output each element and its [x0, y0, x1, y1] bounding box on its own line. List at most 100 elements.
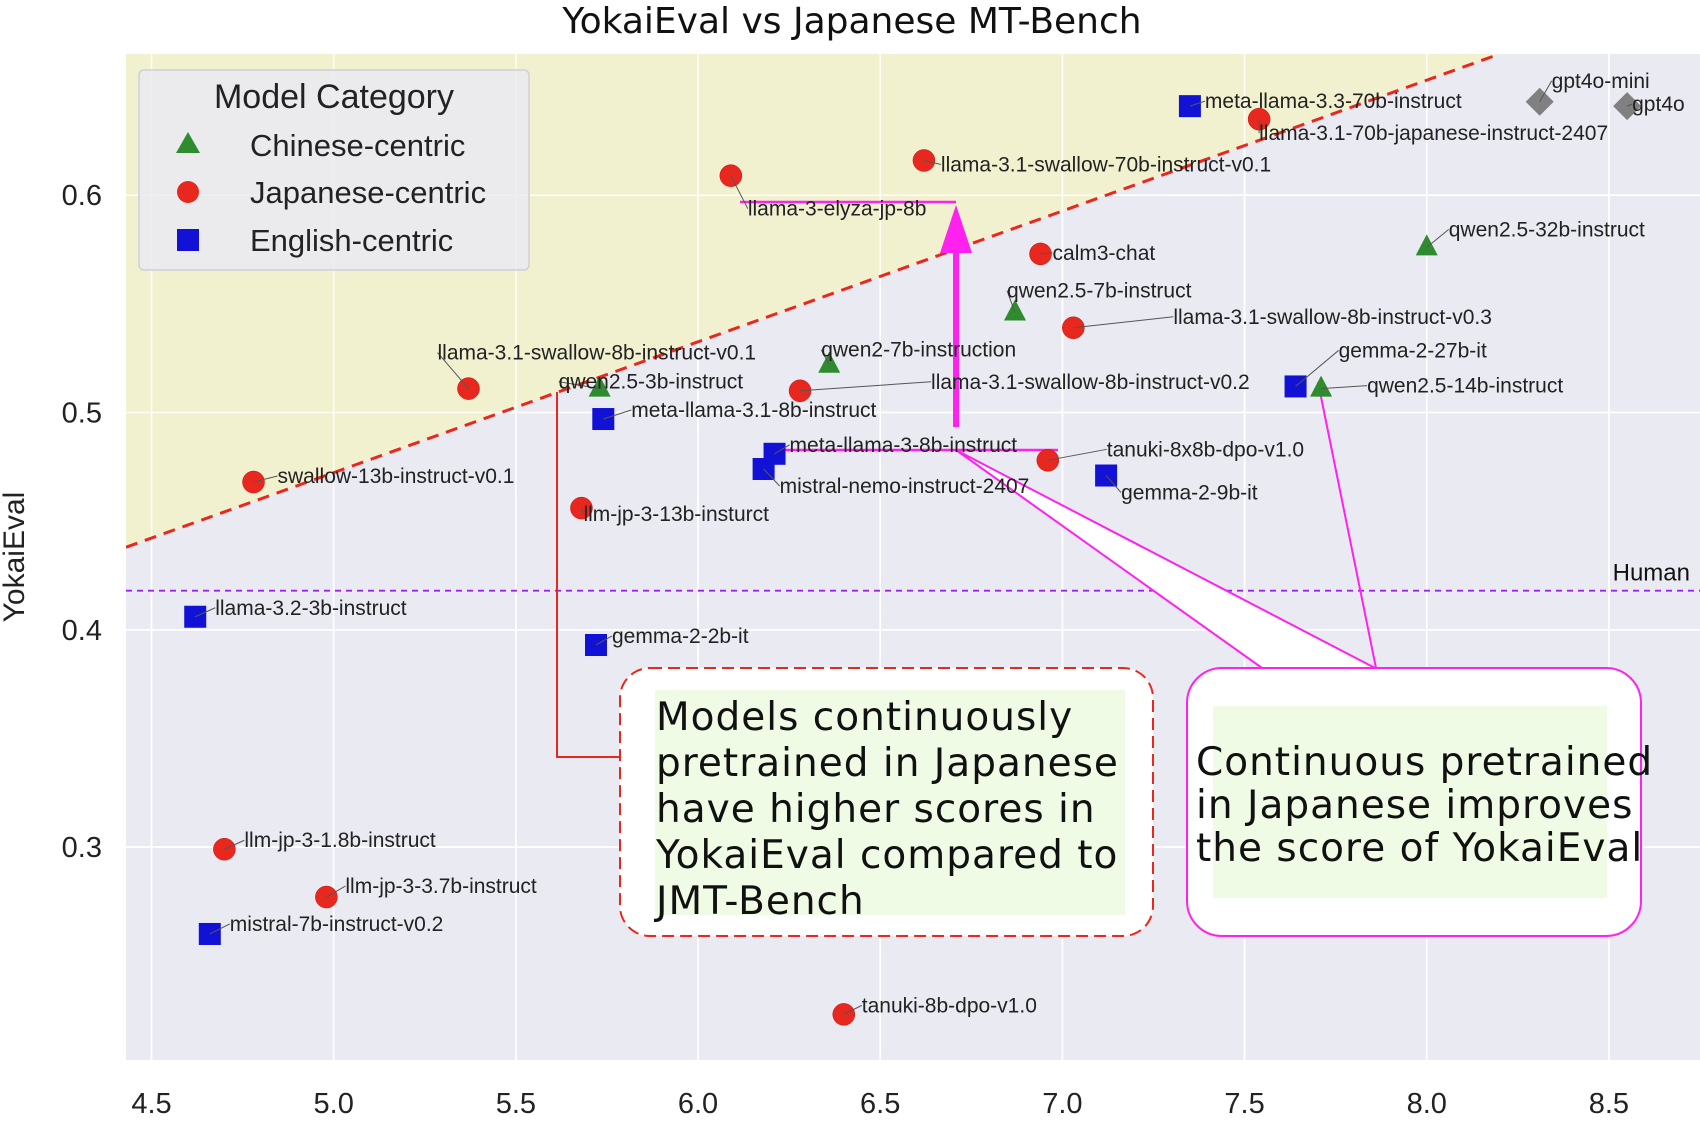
point-label-s0-p4: qwen2.5-14b-instruct [1367, 375, 1563, 398]
point-label-s3-p1: gpt4o [1632, 93, 1685, 116]
point-leader-s2-p4 [763, 468, 780, 487]
callout-red-line-4: YokaiEval compared to [655, 833, 1118, 878]
callout-pink: Continuous pretrained in Japanese improv… [1186, 667, 1653, 937]
human-line-label: Human [1613, 560, 1690, 587]
point-leader-s1-p9 [580, 507, 584, 515]
point-label-s0-p1: qwen2.5-7b-instruct [1007, 280, 1192, 303]
data-points: qwen2.5-32b-instruct qwen2.5-7b-instruct q… [184, 70, 1685, 1026]
point-leader-s1-p10 [224, 839, 245, 850]
point-label-s3-p0: gpt4o-mini [1552, 70, 1650, 93]
point-leader-s2-p7 [595, 635, 613, 646]
point-label-s2-p2: meta-llama-3.1-8b-instruct [631, 399, 876, 422]
point-leader-s2-p3 [774, 444, 790, 455]
point-leader-s0-p3 [558, 381, 600, 390]
point-label-s1-p10: llm-jp-3-1.8b-instruct [244, 829, 436, 852]
point-leader-s0-p2 [820, 349, 830, 365]
point-label-s2-p5: gemma-2-9b-it [1121, 482, 1258, 505]
y-axis-label: YokaiEval [0, 492, 31, 623]
legend-box [138, 69, 530, 271]
y-tick-label-3: 0.6 [62, 180, 102, 212]
point-label-s0-p0: qwen2.5-32b-instruct [1449, 218, 1645, 241]
point-leader-s1-p12 [843, 1004, 862, 1015]
legend-circle-icon [177, 181, 199, 203]
point-leader-s0-p4 [1321, 385, 1368, 390]
x-tick-label-6: 7.5 [1224, 1088, 1264, 1120]
point-label-s1-p2: llama-3-elyza-jp-8b [748, 198, 927, 221]
point-leader-s2-p5 [1105, 475, 1122, 493]
point-leader-s0-p0 [1426, 228, 1450, 248]
point-label-s1-p9: llm-jp-3-13b-insturct [583, 503, 769, 526]
callout-red-line-3: have higher scores in [656, 787, 1096, 832]
y-tick-label-1: 0.4 [62, 615, 102, 647]
legend-entry-japanese: Japanese-centric [250, 175, 486, 210]
point-label-s2-p4: mistral-nemo-instruct-2407 [780, 475, 1030, 498]
point-marker-s1-p8 [242, 470, 265, 494]
point-marker-s0-p3 [588, 375, 611, 397]
callout-red-highlight [655, 690, 1125, 915]
callout-red-line-5: JMT-Bench [653, 879, 865, 924]
point-leader-s1-p5 [437, 352, 469, 389]
point-label-s1-p5: llama-3.1-swallow-8b-instruct-v0.1 [437, 342, 756, 365]
point-label-s1-p11: llm-jp-3-3.7b-instruct [345, 875, 537, 898]
x-tick-label-8: 8.5 [1589, 1088, 1629, 1120]
callout-red-line-2: pretrained in Japanese [656, 741, 1119, 786]
point-marker-s0-p2 [818, 351, 841, 373]
point-leader-s1-p2 [730, 175, 749, 209]
point-label-s2-p8: mistral-7b-instruct-v0.2 [230, 913, 444, 936]
legend-triangle-icon [176, 132, 200, 153]
point-marker-s0-p4 [1310, 375, 1333, 397]
trend-line [126, 54, 1501, 549]
y-tick-label-0: 0.3 [62, 832, 102, 864]
point-label-s0-p2: qwen2-7b-instruction [821, 339, 1016, 362]
legend-entry-english: English-centric [250, 223, 453, 258]
point-marker-s0-p0 [1415, 234, 1438, 256]
point-leader-s2-p8 [209, 923, 231, 935]
point-leader-s1-p3 [1040, 252, 1053, 255]
pink-callout-pointer-2 [1317, 381, 1377, 669]
chart-title: YokaiEval vs Japanese MT-Bench [561, 1, 1141, 42]
point-leader-s2-p2 [603, 409, 632, 420]
point-label-s2-p7: gemma-2-2b-it [612, 625, 749, 648]
axis-ticks: 4.5 5.0 5.5 6.0 6.5 7.0 7.5 8.0 8.5 0.3 0.4 0.5 0.6 [62, 180, 1629, 1120]
point-leader-s1-p11 [326, 885, 346, 898]
point-label-s0-p3: qwen2.5-3b-instruct [559, 371, 744, 394]
point-label-s1-p4: llama-3.1-swallow-8b-instruct-v0.3 [1173, 306, 1492, 329]
x-tick-label-3: 6.0 [678, 1088, 718, 1120]
legend-square-icon [177, 229, 199, 251]
legend: Model Category Chinese-centric Japanese-… [138, 69, 530, 271]
point-leader-s1-p7 [1047, 448, 1107, 461]
callout-red: Models continuously pretrained in Japane… [619, 667, 1154, 937]
callout-pink-line-3: the score of YokaiEval [1196, 826, 1643, 871]
point-leader-s3-p0 [1539, 80, 1553, 103]
callout-pink-pointer-cover [1264, 669, 1374, 672]
point-leader-s2-p1 [1295, 350, 1339, 387]
x-tick-label-7: 8.0 [1407, 1088, 1447, 1120]
point-label-s2-p6: llama-3.2-3b-instruct [215, 597, 407, 620]
point-label-s1-p8: swallow-13b-instruct-v0.1 [278, 465, 515, 488]
y-tick-label-2: 0.5 [62, 398, 102, 430]
x-tick-label-1: 5.0 [314, 1088, 354, 1120]
point-label-s1-p6: llama-3.1-swallow-8b-instruct-v0.2 [931, 371, 1250, 394]
callout-pink-highlight [1213, 706, 1607, 898]
point-label-s2-p3: meta-llama-3-8b-instruct [790, 434, 1018, 457]
point-label-s1-p7: tanuki-8x8b-dpo-v1.0 [1107, 438, 1304, 461]
callout-pink-line-1: Continuous pretrained [1196, 740, 1653, 785]
x-tick-label-2: 5.5 [496, 1088, 536, 1120]
point-label-s1-p0: llama-3.1-70b-japanese-instruct-2407 [1259, 122, 1608, 145]
point-leader-s1-p1 [923, 159, 942, 165]
callout-pink-line-2: in Japanese improves [1196, 783, 1633, 828]
point-leader-s2-p0 [1189, 100, 1206, 107]
point-leader-s0-p1 [1006, 290, 1016, 313]
x-tick-label-4: 6.5 [860, 1088, 900, 1120]
point-label-s2-p0: meta-llama-3.3-70b-instruct [1205, 90, 1462, 113]
point-leader-s2-p6 [195, 607, 216, 618]
improvement-arrow-head [940, 205, 972, 253]
point-leader-s1-p4 [1073, 316, 1174, 329]
point-label-s1-p1: llama-3.1-swallow-70b-instruct-v0.1 [941, 153, 1271, 176]
point-label-s1-p3: calm3-chat [1053, 242, 1156, 265]
point-leader-s1-p6 [800, 381, 932, 392]
x-tick-label-0: 4.5 [131, 1088, 171, 1120]
point-leader-s1-p8 [253, 475, 278, 483]
point-label-s1-p12: tanuki-8b-dpo-v1.0 [862, 994, 1037, 1017]
